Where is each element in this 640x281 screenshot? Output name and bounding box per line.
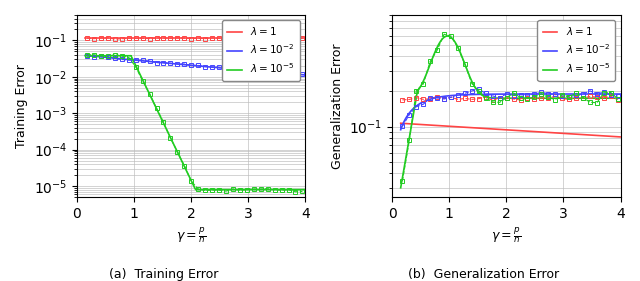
Y-axis label: Generalization Error: Generalization Error [331,43,344,169]
Legend: $\lambda = 1$, $\lambda = 10^{-2}$, $\lambda = 10^{-5}$: $\lambda = 1$, $\lambda = 10^{-2}$, $\la… [538,20,616,81]
Legend: $\lambda = 1$, $\lambda = 10^{-2}$, $\lambda = 10^{-5}$: $\lambda = 1$, $\lambda = 10^{-2}$, $\la… [222,20,300,81]
Text: (b)  Generalization Error: (b) Generalization Error [408,268,559,281]
Y-axis label: Training Error: Training Error [15,64,28,148]
Text: (a)  Training Error: (a) Training Error [109,268,218,281]
X-axis label: $\gamma = \frac{p}{n}$: $\gamma = \frac{p}{n}$ [492,226,522,246]
X-axis label: $\gamma = \frac{p}{n}$: $\gamma = \frac{p}{n}$ [176,226,206,246]
